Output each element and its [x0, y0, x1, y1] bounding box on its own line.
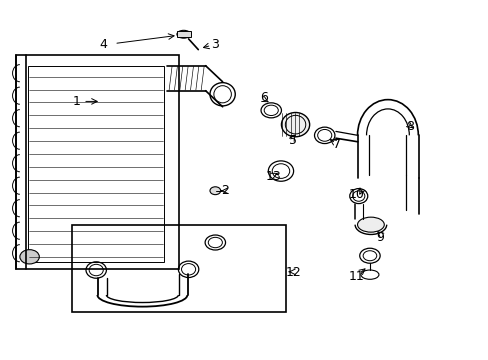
Ellipse shape	[281, 112, 309, 137]
Text: 1: 1	[73, 95, 81, 108]
Ellipse shape	[357, 217, 384, 232]
Ellipse shape	[177, 30, 190, 38]
Text: 6: 6	[260, 91, 267, 104]
Text: 3: 3	[211, 38, 219, 51]
Bar	[72, 225, 285, 312]
Text: 8: 8	[405, 120, 413, 133]
Bar	[16, 55, 179, 269]
Text: 11: 11	[348, 270, 364, 283]
Bar	[28, 66, 164, 262]
Text: 7: 7	[332, 138, 340, 151]
Text: 12: 12	[285, 266, 301, 279]
Ellipse shape	[209, 187, 220, 195]
Text: 10: 10	[347, 188, 364, 201]
Text: 2: 2	[221, 184, 228, 197]
Ellipse shape	[20, 249, 39, 264]
Text: 13: 13	[265, 170, 281, 183]
Text: 9: 9	[376, 231, 384, 244]
Text: 5: 5	[288, 134, 297, 147]
Bar	[177, 31, 191, 37]
Text: 4: 4	[100, 38, 107, 51]
